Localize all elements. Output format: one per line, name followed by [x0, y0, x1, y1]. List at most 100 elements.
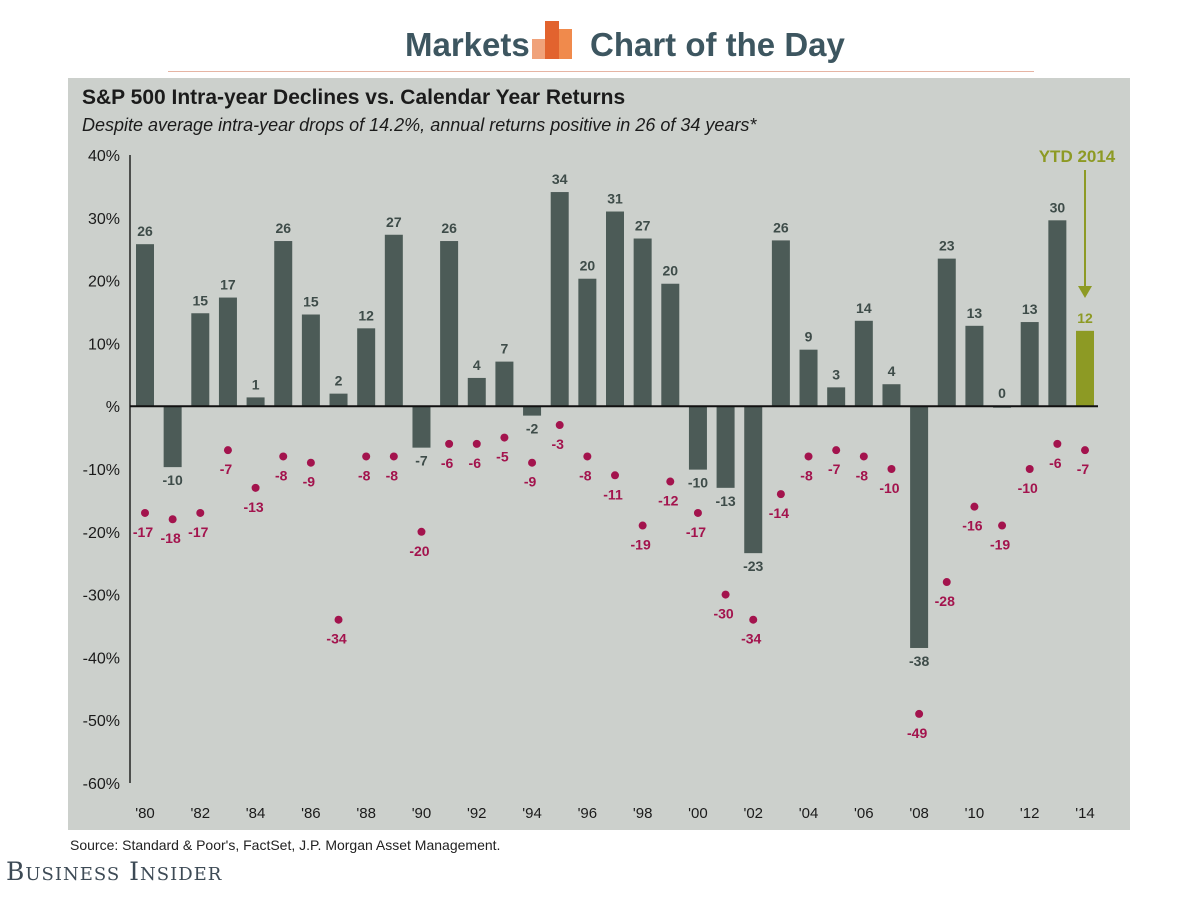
return-bar-label: 31 [607, 191, 623, 207]
x-tick-label: '02 [743, 805, 763, 822]
decline-point [528, 458, 537, 467]
return-bar-label: 12 [1077, 310, 1093, 326]
return-bar-label: 34 [552, 171, 568, 187]
decline-point-label: -8 [358, 467, 371, 483]
decline-point-label: -6 [469, 455, 482, 471]
y-tick-label: -40% [83, 650, 120, 667]
return-bar [771, 240, 790, 407]
decline-point-label: -34 [741, 631, 761, 647]
bar-chart-logo-icon [532, 21, 572, 59]
decline-point [279, 452, 288, 461]
y-tick-label: 20% [88, 274, 120, 291]
return-bar-label: -2 [526, 421, 539, 437]
x-tick-label: '92 [467, 805, 487, 822]
return-bar-label: 27 [635, 218, 651, 234]
decline-point [251, 483, 260, 492]
return-bar [218, 297, 237, 407]
return-bar-label: -7 [415, 453, 428, 469]
header-divider [168, 71, 1034, 72]
decline-point [223, 446, 232, 455]
decline-point [1025, 465, 1034, 473]
return-bar-label: 17 [220, 277, 236, 293]
decline-point [915, 709, 924, 718]
return-bar [578, 278, 597, 407]
decline-point [362, 452, 371, 461]
return-bar [412, 406, 431, 448]
return-bar [495, 361, 514, 407]
return-bar-label: 12 [358, 307, 374, 323]
return-bar-label: 7 [501, 341, 509, 357]
return-bar [1076, 330, 1094, 407]
return-bar [1020, 322, 1039, 407]
return-bar-label: -13 [715, 493, 735, 509]
return-bar [633, 238, 652, 407]
header-bar: Markets Chart of the Day [0, 0, 1200, 76]
return-bar-label: 15 [193, 292, 209, 308]
decline-point-label: -9 [524, 474, 537, 490]
x-tick-label: '90 [412, 805, 432, 822]
decline-point [306, 458, 315, 467]
return-bar [274, 241, 293, 407]
decline-point-label: -10 [1018, 480, 1038, 496]
return-bar [688, 406, 707, 470]
return-bar-label: 13 [1022, 301, 1038, 317]
decline-point [998, 521, 1007, 530]
decline-point [555, 421, 564, 430]
return-bar [854, 320, 873, 407]
y-tick-label: -10% [83, 462, 120, 479]
return-bar-label: 4 [473, 357, 481, 373]
return-bar [163, 406, 182, 468]
y-tick-label: -20% [83, 525, 120, 542]
y-tick-label: 40% [88, 148, 120, 165]
return-bar-label: 4 [888, 363, 896, 379]
decline-point-label: -7 [220, 461, 233, 477]
return-bar-label: 2 [335, 373, 343, 389]
return-bar-label: 15 [303, 294, 319, 310]
decline-point-label: -12 [658, 493, 678, 509]
decline-point-label: -7 [1077, 461, 1090, 477]
return-bar-label: 14 [856, 300, 872, 316]
decline-point-label: -8 [856, 467, 869, 483]
x-tick-label: '14 [1075, 805, 1095, 822]
decline-point-label: -3 [551, 436, 564, 452]
decline-point-label: -20 [409, 543, 429, 559]
decline-point-label: -6 [1049, 455, 1062, 471]
decline-point [417, 527, 426, 536]
decline-point-label: -8 [800, 467, 813, 483]
return-bar [467, 377, 486, 407]
decline-point-label: -13 [243, 499, 263, 515]
decline-point [693, 508, 702, 517]
decline-point [1081, 446, 1089, 455]
decline-point [500, 433, 509, 442]
decline-point-label: -19 [631, 537, 651, 553]
return-bar-label: 0 [998, 385, 1006, 401]
decline-point-label: -11 [603, 486, 623, 502]
x-tick-label: '00 [688, 805, 708, 822]
return-bar-label: 20 [663, 263, 679, 279]
x-tick-label: '96 [578, 805, 598, 822]
decline-point-label: -9 [303, 474, 316, 490]
x-tick-label: '06 [854, 805, 874, 822]
return-bar [440, 241, 459, 407]
chart-title: S&P 500 Intra-year Declines vs. Calendar… [82, 86, 626, 109]
decline-point [445, 439, 454, 448]
x-tick-label: '88 [356, 805, 376, 822]
return-bar-label: 23 [939, 238, 955, 254]
decline-point [141, 508, 149, 517]
decline-point [970, 502, 979, 511]
x-tick-label: '80 [135, 805, 155, 822]
x-tick-label: '04 [799, 805, 819, 822]
decline-point [638, 521, 647, 530]
decline-point-label: -49 [907, 725, 927, 741]
return-bar-label: 26 [773, 219, 789, 235]
y-tick-label: -30% [83, 588, 120, 605]
decline-point-label: -28 [935, 593, 955, 609]
return-bar [827, 387, 846, 407]
decline-point [749, 615, 758, 624]
decline-point-label: -7 [828, 461, 841, 477]
return-bar-label: -38 [909, 653, 929, 669]
decline-point [887, 465, 896, 473]
decline-point-label: -30 [713, 606, 733, 622]
ytd-annotation: YTD 2014 [1039, 147, 1116, 166]
